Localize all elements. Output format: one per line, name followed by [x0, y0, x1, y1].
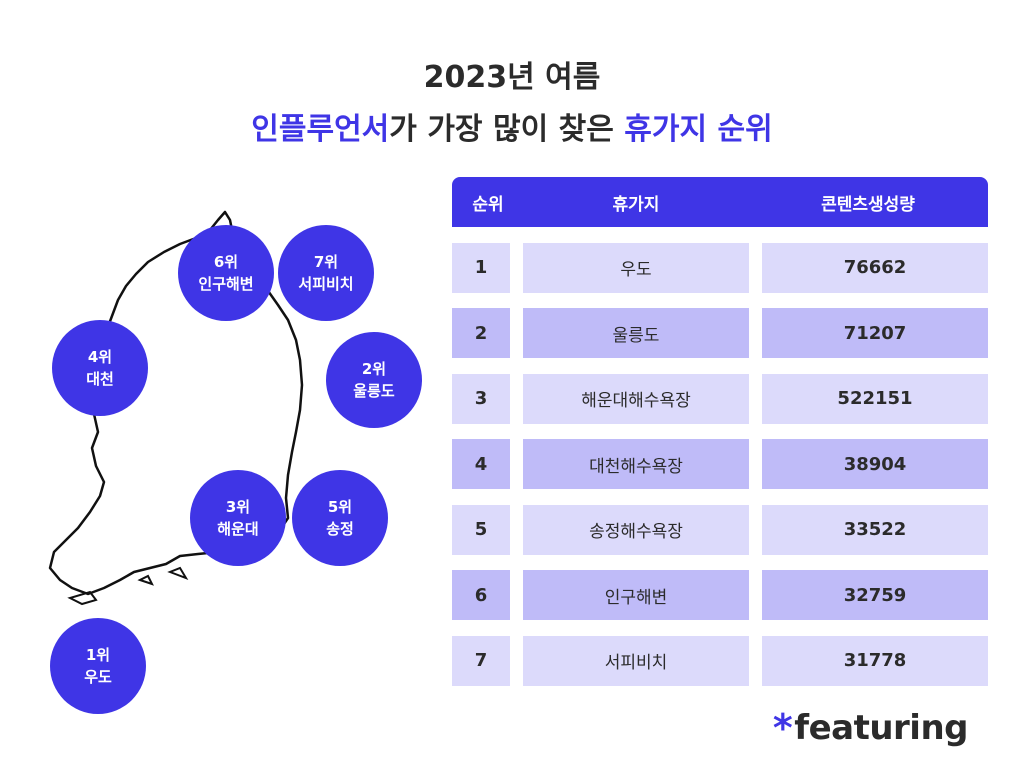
cell-place: 우도	[523, 242, 749, 293]
cell-place: 해운대해수욕장	[523, 373, 749, 424]
table-row: 3 해운대해수욕장 522151	[452, 373, 988, 424]
cell-rank: 3	[452, 373, 510, 424]
cell-rank: 5	[452, 504, 510, 555]
title-middle-text: 가 가장 많이 찾은	[389, 112, 625, 147]
bubble-rank: 7위	[313, 253, 339, 271]
featuring-logo: * featuring	[772, 706, 969, 750]
cell-count: 38904	[762, 439, 988, 489]
map-bubble-rank-6: 6위 인구해변	[178, 225, 274, 321]
title-highlight-ranking: 휴가지 순위	[624, 112, 773, 147]
cell-rank: 6	[452, 570, 510, 620]
cell-rank: 1	[452, 242, 510, 293]
map-bubble-rank-4: 4위 대천	[52, 320, 148, 416]
korea-outline-icon	[48, 210, 304, 606]
cell-rank: 7	[452, 635, 510, 686]
cell-place: 대천해수욕장	[523, 439, 749, 489]
cell-count: 71207	[762, 308, 988, 358]
cell-count: 522151	[762, 373, 988, 424]
bubble-rank: 6위	[213, 253, 239, 271]
cell-place: 울릉도	[523, 308, 749, 358]
bubble-rank: 2위	[361, 360, 387, 378]
bubble-place: 해운대	[217, 520, 259, 538]
cell-count: 31778	[762, 635, 988, 686]
table-row: 2 울릉도 71207	[452, 308, 988, 358]
table-row: 6 인구해변 32759	[452, 570, 988, 620]
bubble-place: 대천	[86, 370, 114, 388]
table-row: 5 송정해수욕장 33522	[452, 504, 988, 555]
cell-rank: 2	[452, 308, 510, 358]
cell-count: 32759	[762, 570, 988, 620]
cell-place: 인구해변	[523, 570, 749, 620]
korea-map: 6위 인구해변 7위 서피비치 4위 대천 2위 울릉도 3위 해운대 5위 송…	[30, 200, 430, 714]
bubble-rank: 1위	[85, 646, 111, 664]
bubble-rank: 3위	[225, 498, 251, 516]
title-line-1: 2023년 여름	[423, 60, 601, 95]
title-line-2: 인플루언서가 가장 많이 찾은 휴가지 순위	[0, 104, 1024, 148]
bubble-rank: 4위	[87, 348, 113, 366]
table-header: 순위 휴가지 콘텐츠생성량	[452, 177, 988, 227]
bubble-place: 울릉도	[353, 382, 395, 400]
header-count: 콘텐츠생성량	[821, 194, 915, 215]
bubble-place: 우도	[84, 668, 112, 686]
bubble-place: 송정	[326, 520, 354, 538]
asterisk-icon: *	[772, 706, 793, 750]
cell-place: 송정해수욕장	[523, 504, 749, 555]
cell-count: 76662	[762, 242, 988, 293]
ranking-table: 순위 휴가지 콘텐츠생성량 1 우도 76662 2 울릉도 71207 3 해…	[452, 177, 988, 686]
bubble-place: 인구해변	[198, 275, 254, 293]
cell-count: 33522	[762, 504, 988, 555]
header-rank: 순위	[472, 194, 504, 215]
title-highlight-influencer: 인플루언서	[251, 112, 390, 147]
table-row: 1 우도 76662	[452, 242, 988, 293]
header-place: 휴가지	[612, 194, 660, 215]
bubble-place: 서피비치	[298, 275, 354, 293]
cell-place: 서피비치	[523, 635, 749, 686]
logo-text: featuring	[794, 708, 968, 748]
map-bubble-rank-3: 3위 해운대	[190, 470, 286, 566]
table-row: 7 서피비치 31778	[452, 635, 988, 686]
map-bubble-rank-2: 2위 울릉도	[326, 332, 422, 428]
map-bubble-rank-7: 7위 서피비치	[278, 225, 374, 321]
bubble-rank: 5위	[327, 498, 353, 516]
cell-rank: 4	[452, 439, 510, 489]
table-row: 4 대천해수욕장 38904	[452, 439, 988, 489]
map-bubble-rank-1: 1위 우도	[50, 618, 146, 714]
map-bubble-rank-5: 5위 송정	[292, 470, 388, 566]
